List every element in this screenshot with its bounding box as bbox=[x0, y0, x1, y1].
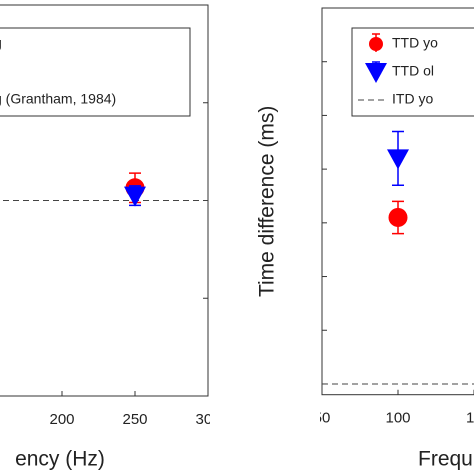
legend-box bbox=[0, 27, 191, 117]
x-axis-label: Frequ bbox=[418, 448, 473, 471]
x-tick-label: 200 bbox=[49, 411, 74, 428]
y-tick-label: 10 bbox=[297, 321, 314, 338]
point bbox=[388, 207, 408, 227]
legend: TTD yo TTD ol ITD yo bbox=[351, 27, 474, 117]
point bbox=[124, 186, 146, 207]
x-tick-label: 50 bbox=[314, 410, 331, 427]
y-axis-label: Time difference (ms) bbox=[256, 106, 279, 297]
point bbox=[387, 149, 409, 170]
legend-marker bbox=[365, 63, 387, 83]
legend-label: g (Grantham, 1984) bbox=[0, 91, 116, 107]
y-tick-label: 50 bbox=[297, 106, 314, 123]
legend: g g (Grantham, 1984) bbox=[0, 27, 191, 117]
x-tick-label: 250 bbox=[122, 411, 147, 428]
legend-label: ITD yo bbox=[392, 91, 433, 107]
y-tick-label: 40 bbox=[297, 160, 314, 177]
axes-box bbox=[321, 7, 474, 396]
legend-label: g bbox=[0, 35, 2, 51]
x-axis-label: ency (Hz) bbox=[15, 448, 105, 471]
x-tick-label: 100 bbox=[385, 410, 410, 427]
legend-label: TTD ol bbox=[392, 63, 434, 79]
y-tick-label: 20 bbox=[297, 268, 314, 285]
y-tick-label: 0 bbox=[306, 375, 314, 392]
legend-marker bbox=[369, 37, 383, 51]
y-tick-label: 30 bbox=[297, 214, 314, 231]
x-tick-label: 300 bbox=[195, 411, 220, 428]
y-tick-label: 60 bbox=[297, 53, 314, 70]
x-tick-label: 15 bbox=[466, 410, 474, 427]
legend-label: TTD yo bbox=[392, 35, 438, 51]
panel: 200 250 300 g g (Grantham, 1984) bbox=[0, 4, 220, 428]
y-tick-label: 70 bbox=[297, 0, 314, 16]
